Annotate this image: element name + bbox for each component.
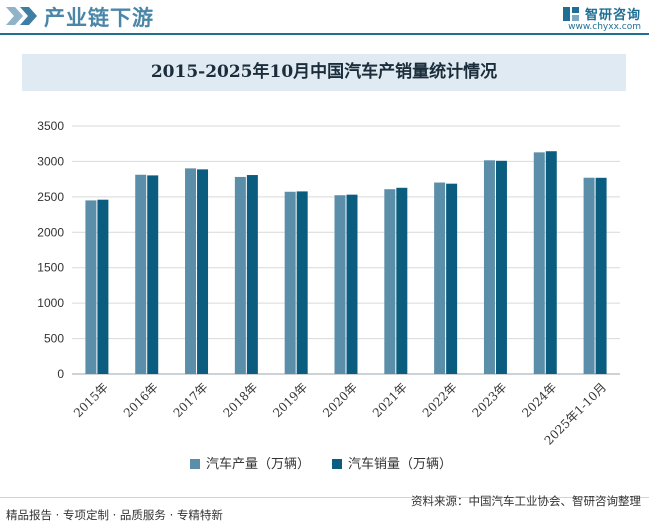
x-tick-label: 2019年: [270, 380, 310, 420]
x-tick-label: 2021年: [370, 380, 410, 420]
legend-label-sales: 汽车销量（万辆）: [348, 456, 452, 472]
footer-source: 资料来源：中国汽车工业协会、智研咨询整理: [411, 494, 641, 508]
x-tick-label: 2022年: [420, 380, 460, 420]
x-tick-label: 2018年: [220, 380, 260, 420]
bar-sales: [197, 169, 209, 374]
bar-sales: [545, 151, 557, 374]
x-tick-label: 2020年: [320, 380, 360, 420]
bar-production: [85, 200, 97, 374]
bar-sales: [595, 177, 607, 374]
bar-production: [334, 195, 346, 374]
bar-production: [483, 160, 495, 374]
bar-sales: [396, 187, 408, 374]
double-chevron-icon: [6, 7, 37, 25]
brand-logo-icon: [562, 6, 579, 21]
bar-sales: [246, 175, 258, 374]
legend-swatch-sales: [332, 459, 343, 469]
bar-sales: [296, 191, 308, 374]
header-divider: [0, 33, 649, 35]
y-tick-label: 1000: [37, 296, 64, 310]
section-title: 产业链下游: [44, 6, 154, 30]
bar-sales: [147, 175, 159, 374]
bar-sales: [446, 183, 458, 374]
y-tick-label: 0: [57, 367, 64, 381]
header-bar: 产业链下游 智研咨询 www.chyxx.com: [0, 0, 649, 35]
y-tick-label: 500: [44, 332, 64, 346]
x-tick-label: 2024年: [519, 380, 559, 420]
x-tick-label: 2017年: [171, 380, 211, 420]
bar-production: [284, 191, 296, 374]
bar-production: [185, 168, 197, 374]
legend-label-production: 汽车产量（万辆）: [206, 456, 310, 472]
y-tick-label: 2500: [37, 190, 64, 204]
bar-production: [583, 177, 595, 374]
y-tick-label: 1500: [37, 261, 64, 275]
bar-production: [234, 176, 246, 374]
brand-url: www.chyxx.com: [568, 22, 641, 32]
chart-title: 2015-2025年10月中国汽车产销量统计情况: [22, 54, 626, 91]
bar-production: [533, 152, 545, 374]
y-tick-label: 3500: [37, 119, 64, 133]
x-tick-label: 2023年: [470, 380, 510, 420]
bar-production: [135, 174, 147, 374]
bar-production: [384, 189, 396, 374]
footer-tagline: 精品报告 · 专项定制 · 品质服务 · 专精特新: [6, 508, 223, 522]
bar-production: [434, 182, 446, 374]
legend-swatch-production: [190, 459, 200, 469]
bar-sales: [97, 199, 109, 374]
bar-sales: [495, 160, 507, 374]
footer-divider: [0, 497, 649, 498]
x-tick-label: 2015年: [71, 380, 111, 420]
brand-name: 智研咨询: [584, 8, 641, 23]
brand-block: 智研咨询 www.chyxx.com: [562, 3, 641, 32]
y-tick-label: 3000: [37, 154, 64, 168]
y-tick-label: 2000: [37, 225, 64, 239]
bar-sales: [346, 194, 358, 374]
x-tick-label: 2016年: [121, 380, 161, 420]
